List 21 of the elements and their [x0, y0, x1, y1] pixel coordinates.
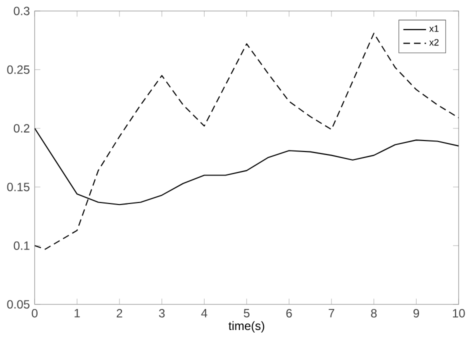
- x-tick-label: 0: [32, 309, 38, 318]
- legend-label: x2: [429, 39, 439, 46]
- x-tick-label: 4: [201, 309, 208, 318]
- y-tick-label: 0.15: [7, 182, 30, 192]
- x-tick-label: 9: [414, 309, 420, 318]
- x-axis-title: time(s): [228, 321, 264, 332]
- x-tick-label: 10: [452, 309, 465, 318]
- x-tick-label: 7: [328, 309, 334, 318]
- line-series: [34, 32, 459, 250]
- y-tick-label: 0.25: [7, 65, 30, 74]
- x-tick-label: 6: [286, 309, 292, 318]
- x-tick-label: 1: [74, 309, 80, 318]
- x-tick-label: 2: [116, 309, 122, 318]
- x-tick-label: 8: [371, 309, 377, 318]
- y-tick-label: 0.2: [14, 124, 30, 133]
- x-tick-label: 5: [244, 309, 250, 318]
- y-tick-label: 0.3: [14, 6, 30, 16]
- legend-label: x1: [429, 25, 439, 32]
- x-tick-label: 3: [159, 309, 165, 318]
- y-tick-label: 0.05: [7, 300, 30, 309]
- y-tick-label: 0.1: [14, 241, 30, 250]
